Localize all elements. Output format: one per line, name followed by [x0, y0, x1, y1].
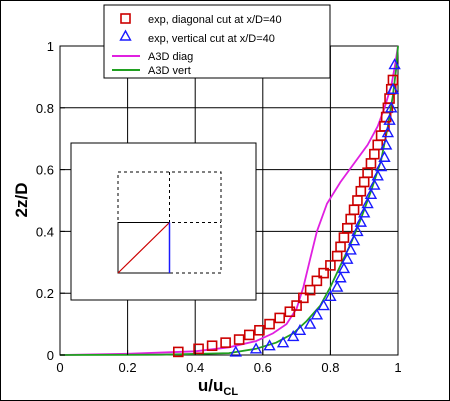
exp-diagonal-point [274, 312, 286, 324]
exp-vertical-point [358, 206, 371, 218]
exp-diagonal-point [375, 130, 387, 141]
exp-vertical-point [388, 58, 401, 70]
exp-vertical-point [263, 339, 276, 351]
exp-vertical-point [303, 317, 317, 329]
exp-vertical-point [364, 187, 378, 200]
legend-box [103, 4, 331, 79]
exp-diagonal-point [311, 275, 323, 287]
exp-vertical-point [347, 234, 361, 246]
exp-vertical-point [371, 169, 384, 181]
exp-diagonal-point [345, 213, 356, 225]
exp-vertical-point [378, 150, 391, 162]
exp-diagonal-point [233, 334, 245, 345]
y-tick-label: 0.6 [36, 163, 54, 178]
legend-label-exp-vertical: exp, vertical cut at x/D=40 [148, 33, 275, 45]
exp-vertical-point [334, 271, 347, 283]
exp-diagonal-point [264, 318, 275, 330]
exp-vertical-point [374, 160, 388, 172]
exp-vertical-point [330, 280, 344, 292]
exp-diagonal-point [318, 267, 329, 279]
legend-label-a3d-diag: A3D diag [148, 51, 193, 63]
inset-box [70, 142, 257, 301]
exp-vertical-point [386, 82, 400, 94]
legend-marker-square [120, 13, 131, 24]
exp-vertical-point [310, 308, 324, 320]
x-tick-label: 0.4 [186, 360, 204, 375]
y-tick-label: 0.4 [36, 224, 54, 239]
exp-diagonal-point [338, 232, 350, 243]
exp-vertical-point [354, 215, 368, 227]
exp-diagonal-point [220, 337, 231, 348]
x-axis-title: u/uCL [198, 376, 238, 398]
exp-diagonal-point [352, 195, 363, 206]
exp-vertical-point [317, 299, 330, 311]
exp-diagonal-point [173, 346, 184, 358]
exp-diagonal-point [358, 176, 370, 188]
x-tick-label: 0 [56, 360, 63, 375]
exp-diagonal-point [284, 306, 296, 318]
exp-diagonal-point [291, 300, 302, 311]
exp-diagonal-point [325, 260, 336, 271]
y-tick-label: 1 [47, 39, 54, 54]
exp-diagonal-point [206, 340, 218, 352]
legend-marker-triangle [119, 29, 132, 41]
exp-diagonal-point [331, 250, 343, 262]
exp-diagonal-point [304, 284, 316, 296]
y-axis-title: 2z/D [12, 183, 31, 218]
inset-diagonal-cut [117, 222, 170, 274]
exp-diagonal-point [355, 185, 367, 197]
exp-diagonal-point [254, 324, 265, 336]
exp-vertical-point [361, 197, 374, 209]
exp-vertical-point [324, 289, 337, 301]
exp-vertical-point [229, 345, 242, 357]
exp-vertical-point [385, 101, 398, 113]
exp-vertical-point [341, 252, 354, 264]
legend-label-exp-diagonal: exp, diagonal cut at x/D=40 [148, 14, 282, 26]
exp-vertical-point [379, 138, 393, 150]
exp-vertical-point [383, 113, 396, 125]
x-tick-label: 0.8 [321, 360, 339, 375]
y-tick-label: 0.8 [36, 101, 54, 116]
exp-vertical-point [287, 330, 300, 342]
y-tick-label: 0 [47, 348, 54, 363]
y-tick-label: 0.2 [36, 286, 54, 301]
exp-vertical-point [344, 243, 357, 255]
series-layer [59, 45, 401, 358]
exp-vertical-point [293, 323, 307, 335]
x-axis-title-sub: CL [223, 386, 238, 398]
ticks-layer: 0 0.2 0.4 0.6 0.8 1 0 0.2 0.4 0.6 0.8 1 [36, 39, 402, 375]
exp-diagonal-point [298, 292, 309, 304]
exp-vertical-point [351, 224, 364, 237]
x-axis-title-main: u/u [198, 376, 224, 395]
inset-schematic [70, 142, 257, 301]
exp-diagonal-point [335, 241, 346, 253]
legend: exp, diagonal cut at x/D=40 exp, vertica… [103, 4, 331, 79]
x-tick-label: 0.2 [119, 360, 137, 375]
exp-vertical-point [381, 126, 395, 138]
exp-diagonal-point [193, 343, 204, 355]
x-tick-label: 0.6 [254, 360, 272, 375]
exp-vertical-point [368, 178, 381, 190]
legend-label-a3d-vert: A3D vert [148, 65, 191, 77]
exp-vertical-point [276, 336, 290, 348]
exp-diagonal-point [369, 148, 380, 160]
exp-diagonal-point [365, 158, 377, 169]
exp-diagonal-point [243, 329, 255, 341]
x-tick-label: 1 [394, 360, 401, 375]
exp-vertical-point [249, 342, 263, 354]
exp-diagonal-point [348, 204, 360, 216]
exp-vertical-point [337, 262, 351, 274]
